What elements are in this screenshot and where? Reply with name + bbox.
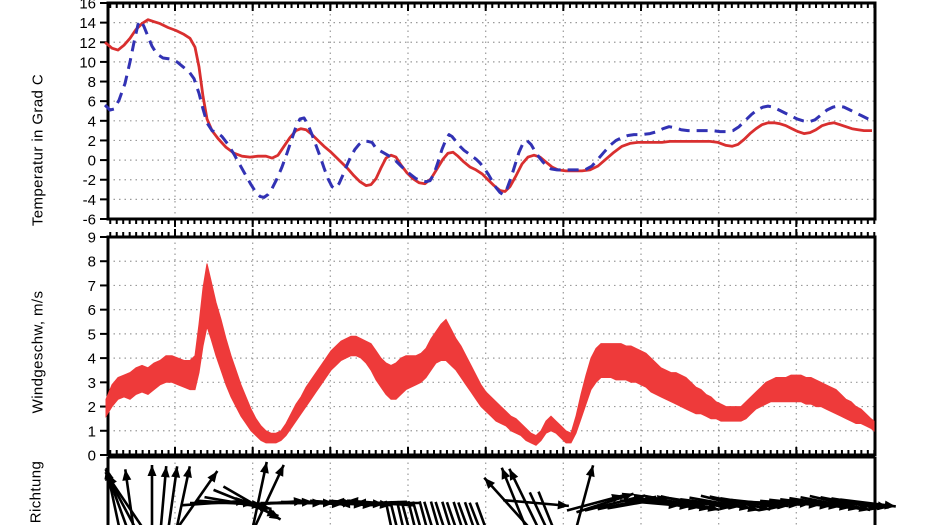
wind-direction-arrow-head <box>585 465 595 478</box>
wind_speed-tick-label: 1 <box>88 423 96 440</box>
wind-direction-arrow-head <box>207 471 218 483</box>
wind-direction-arrow-head <box>122 469 132 481</box>
wind-direction-arrow-head <box>160 466 170 478</box>
wind_speed-tick-label: 9 <box>88 230 96 247</box>
wind-direction-arrow-head <box>268 510 281 520</box>
wind-direction-arrow-head <box>484 477 495 489</box>
temperature-solid-red-line <box>104 18 872 193</box>
temperature-tick-label: -4 <box>83 192 96 209</box>
wind-direction-panel <box>104 455 896 525</box>
temperature-tick-label: 10 <box>79 54 96 71</box>
wind_speed-tick-label: 3 <box>88 375 96 392</box>
wind-direction-arrow-head <box>621 492 634 502</box>
temperature-tick-label: -2 <box>83 172 96 189</box>
wind-direction-arrow-head <box>501 467 511 480</box>
temperature-tick-label: -6 <box>83 212 96 229</box>
wind-direction-arrow-head <box>107 474 117 487</box>
wind-direction-arrow-head <box>275 464 284 477</box>
temperature-tick-label: 2 <box>88 133 96 150</box>
temperature-tick-label: 6 <box>88 94 96 111</box>
temperature-panel: 16 14 12 10 8 6 4 2 0 -2 -4 -6 <box>79 0 877 229</box>
wind_speed-tick-label: 0 <box>88 448 96 465</box>
temperature-tick-label: 8 <box>88 74 96 91</box>
wind-direction-arrow-head <box>183 466 192 478</box>
wind_speed-tick-label: 4 <box>88 351 96 368</box>
wind-speed-panel: 9 8 7 6 5 4 3 2 1 0 <box>88 229 877 465</box>
temperature-tick-label: 14 <box>79 15 96 32</box>
wind-direction-arrow-head <box>884 500 896 510</box>
wind_speed-tick-label: 2 <box>88 399 96 416</box>
temperature-tick-label: 0 <box>88 153 96 170</box>
wind-direction-arrow-head <box>147 465 157 476</box>
wind_speed-tick-label: 5 <box>88 326 96 343</box>
wind-direction-arrow-head <box>260 461 269 474</box>
wind_speed-tick-label: 6 <box>88 302 96 319</box>
temperature-tick-label: 16 <box>79 0 96 13</box>
wind-direction-arrow-head <box>509 468 519 481</box>
wind_speed-tick-label: 7 <box>88 278 96 295</box>
wind-direction-arrow-head <box>171 466 181 478</box>
wind-speed-band <box>105 263 875 446</box>
wind-direction-arrow-head <box>557 500 569 510</box>
temperature-dashed-blue-line <box>103 19 874 199</box>
temperature-tick-label: 4 <box>88 113 96 130</box>
temperature-tick-label: 12 <box>79 35 96 52</box>
wind-direction-arrow-head <box>355 498 366 508</box>
wind_speed-tick-label: 8 <box>88 254 96 271</box>
